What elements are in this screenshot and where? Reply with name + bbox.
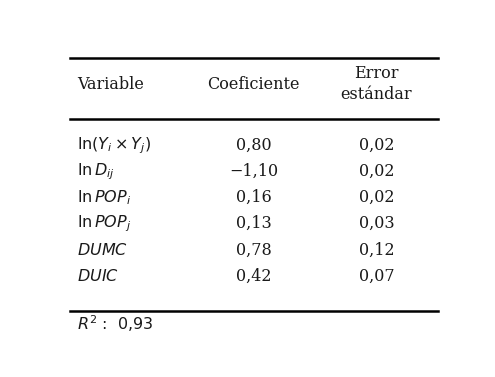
- Text: $DUIC$: $DUIC$: [77, 268, 119, 284]
- Text: $\ln POP_i$: $\ln POP_i$: [77, 188, 131, 207]
- Text: $\ln(Y_i \times Y_j)$: $\ln(Y_i \times Y_j)$: [77, 135, 151, 156]
- Text: 0,02: 0,02: [359, 137, 394, 154]
- Text: 0,13: 0,13: [236, 215, 272, 232]
- Text: 0,42: 0,42: [236, 268, 271, 285]
- Text: 0,02: 0,02: [359, 189, 394, 206]
- Text: 0,07: 0,07: [359, 268, 394, 285]
- Text: $DUMC$: $DUMC$: [77, 242, 128, 258]
- Text: 0,80: 0,80: [236, 137, 271, 154]
- Text: Variable: Variable: [77, 76, 144, 93]
- Text: Coeficiente: Coeficiente: [207, 76, 300, 93]
- Text: Error
estándar: Error estándar: [341, 66, 412, 103]
- Text: $R^2$ :  0,93: $R^2$ : 0,93: [77, 314, 154, 334]
- Text: 0,02: 0,02: [359, 163, 394, 180]
- Text: 0,12: 0,12: [359, 241, 394, 258]
- Text: $\ln D_{ij}$: $\ln D_{ij}$: [77, 161, 115, 182]
- Text: 0,16: 0,16: [236, 189, 272, 206]
- Text: 0,03: 0,03: [359, 215, 394, 232]
- Text: −1,10: −1,10: [229, 163, 278, 180]
- Text: 0,78: 0,78: [236, 241, 272, 258]
- Text: $\ln POP_j$: $\ln POP_j$: [77, 213, 131, 234]
